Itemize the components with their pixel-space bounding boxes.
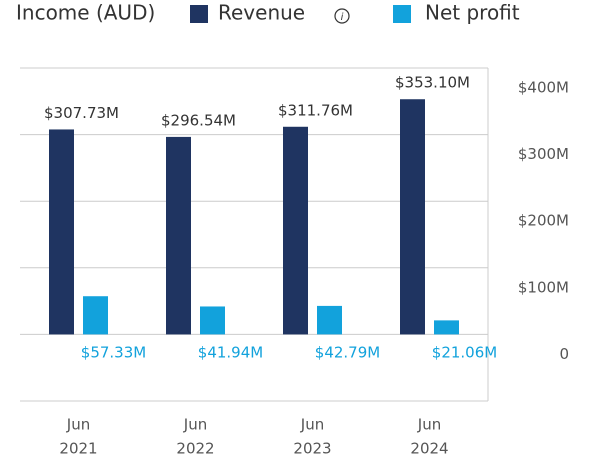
svg-text:i: i [341, 12, 344, 23]
y-tick-label: $100M [518, 278, 569, 296]
bar [166, 136, 191, 335]
bar [434, 320, 459, 335]
bar [200, 306, 225, 335]
value-label: $57.33M [81, 344, 146, 362]
y-tick-label: $300M [518, 145, 569, 163]
value-label: $41.94M [198, 344, 263, 362]
bar [83, 296, 108, 335]
value-label: $296.54M [161, 111, 236, 129]
x-tick-label: 2021 [59, 440, 97, 458]
bar [283, 126, 308, 335]
value-label: $42.79M [315, 344, 380, 362]
bar [49, 129, 74, 335]
y-tick-label: $200M [518, 212, 569, 230]
legend-label: Revenue [218, 1, 305, 25]
x-tick-label: Jun [300, 416, 324, 434]
y-tick-label: 0 [559, 345, 569, 363]
value-label: $21.06M [432, 344, 497, 362]
chart-title: Income (AUD) [16, 1, 155, 25]
bar [317, 305, 342, 335]
x-tick-label: 2023 [293, 440, 331, 458]
x-tick-label: Jun [66, 416, 90, 434]
legend-swatch [190, 5, 208, 23]
x-tick-label: 2022 [176, 440, 214, 458]
value-label: $353.10M [395, 74, 470, 92]
legend-swatch [393, 5, 411, 23]
y-tick-label: $400M [518, 79, 569, 97]
value-label: $307.73M [44, 104, 119, 122]
x-tick-label: Jun [417, 416, 441, 434]
info-icon: i [334, 8, 350, 24]
value-label: $311.76M [278, 101, 353, 119]
x-tick-label: 2024 [410, 440, 448, 458]
legend-label: Net profit [425, 1, 520, 25]
bar [400, 99, 425, 335]
x-tick-label: Jun [183, 416, 207, 434]
